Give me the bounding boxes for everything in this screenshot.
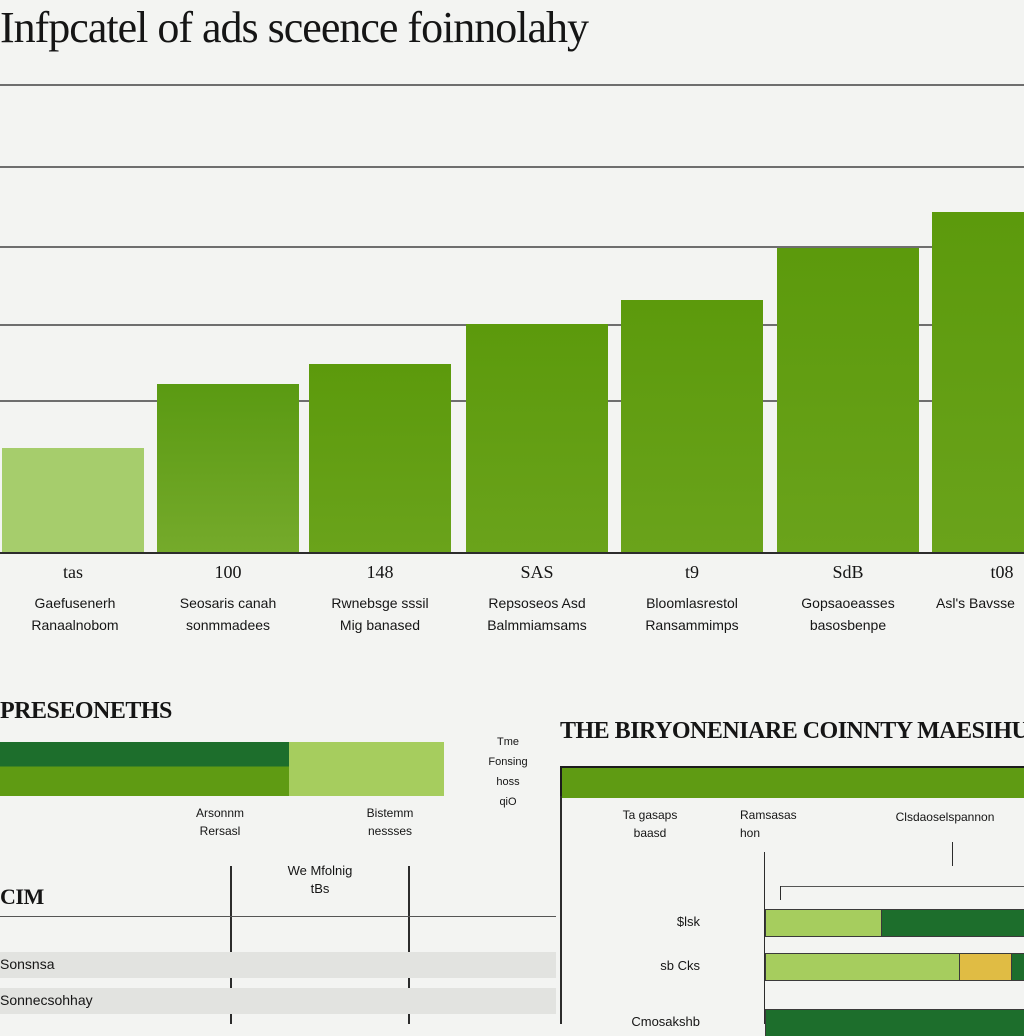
bar-value-label: tas: [63, 562, 83, 582]
right-tick: [952, 842, 953, 866]
left-row-label-1: Sonsnsa: [0, 956, 55, 972]
bar: [2, 448, 144, 552]
right-panel-heading: THE BIRYONENIARE COINNTY MAESIHUNA: [560, 718, 1024, 744]
bar-value-label: SdB: [832, 562, 864, 582]
left-table-line: [0, 916, 556, 917]
right-row-label: sb Cks: [660, 958, 700, 973]
category-tick-label: Bloomlasrestol Ransammimps: [645, 595, 739, 633]
gridline: [0, 84, 1024, 86]
progress-legend-label-1: Arsonnm Rersasl: [195, 806, 245, 838]
middle-note: Tme Fonsing hoss qiO: [488, 736, 528, 808]
gridline: [0, 166, 1024, 168]
right-row-segment: [765, 1009, 1024, 1036]
gridline: [0, 246, 1024, 248]
progress-legend-label-2: Bistemm nessses: [366, 806, 414, 838]
bar-value-label: t9: [684, 562, 699, 582]
left-row-band-1: [0, 952, 556, 978]
bar-value-label: SAS: [520, 562, 554, 582]
bar: [309, 364, 451, 552]
right-row-segment: [881, 909, 1024, 937]
category-tick-label: Gopsaoeasses basosbenpe: [801, 595, 895, 633]
category-tick-label: Rwnebsge sssil Mig banased: [331, 595, 429, 633]
bar-value-label: 100: [214, 562, 242, 582]
category-tick-label: Asl's Bavsse: [936, 595, 1015, 611]
right-row-segment: [765, 953, 961, 981]
bar: [932, 212, 1024, 552]
bar: [621, 300, 763, 552]
right-bracket-line: [780, 886, 1024, 887]
category-tick-label: Seosaris canah sonmmadees: [179, 595, 277, 633]
left-row-band-2: [0, 988, 556, 1014]
bar: [777, 248, 919, 552]
right-panel-left-border: [560, 796, 562, 1024]
column-label-3: Clsdaoselspannon: [895, 810, 995, 824]
bar: [466, 324, 608, 552]
left-vertical-line-2: [408, 866, 410, 1024]
bar: [157, 384, 299, 552]
section-label: CIM: [0, 884, 44, 909]
chart-title: Infpcatel of ads sceence foinnolahy: [0, 3, 589, 52]
right-row-label: Cmosakshb: [631, 1014, 700, 1029]
right-row-segment: [1011, 953, 1024, 981]
column-label-2: Ramsasas hon: [740, 808, 797, 840]
bar-value-label: 148: [366, 562, 394, 582]
category-tick-label: Repsoseos Asd Balmmiamsams: [487, 595, 587, 633]
right-vertical-line: [764, 852, 765, 1024]
right-row-label: $lsk: [676, 914, 700, 929]
progress-segment: [289, 742, 444, 796]
right-row-segment: [765, 909, 883, 937]
progress-segment: [0, 742, 289, 796]
category-tick-label: Gaefusenerh Ranaalnobom: [31, 595, 119, 633]
column-label-1: Ta gasaps baasd: [622, 808, 678, 840]
left-vertical-line-1: [230, 866, 232, 1024]
bar-value-label: t08: [990, 562, 1014, 582]
x-axis-baseline: [0, 552, 1024, 554]
right-bracket-tick: [780, 886, 781, 900]
right-row-segment: [959, 953, 1013, 981]
presentations-heading: PRESEONETHS: [0, 698, 172, 724]
panel-note: We Mfolnig tBs: [287, 863, 353, 896]
left-row-label-2: Sonnecsohhay: [0, 992, 93, 1008]
right-panel-header-bar: [560, 766, 1024, 798]
